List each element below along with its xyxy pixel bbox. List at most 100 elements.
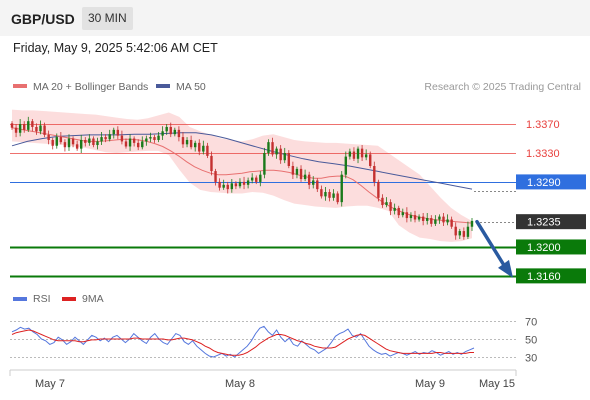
candle [328, 192, 331, 198]
candle [324, 192, 327, 197]
candle [71, 138, 75, 145]
header-bar: GBP/USD 30 MIN [0, 0, 590, 36]
level-label: 1.3330 [526, 148, 560, 160]
candle [426, 218, 429, 221]
level-tag [516, 239, 586, 255]
candle [218, 181, 221, 188]
candle [417, 216, 421, 220]
candle [238, 181, 242, 187]
candle [299, 168, 303, 180]
rsi-ma-legend-swatch [62, 297, 76, 301]
rsi-line [11, 325, 475, 358]
candle [128, 138, 132, 147]
candle [39, 125, 42, 132]
candle [283, 152, 286, 161]
rsi-tick-label: 70 [525, 317, 537, 329]
forecast-arrow [475, 219, 507, 269]
symbol-title: GBP/USD [11, 11, 75, 27]
candle [124, 141, 128, 147]
candle [80, 139, 83, 149]
level-label: 1.3160 [527, 271, 561, 283]
candle [466, 226, 470, 237]
candle [112, 129, 115, 135]
forecast-arrowhead [498, 259, 513, 278]
candle [348, 151, 352, 157]
candle [84, 139, 87, 143]
candle [287, 152, 291, 166]
candle [279, 148, 282, 161]
candle [462, 231, 466, 237]
candle [141, 141, 144, 148]
candle [222, 184, 225, 188]
candle [303, 174, 307, 180]
candle [96, 141, 99, 146]
candle [161, 131, 164, 136]
candle [336, 193, 339, 203]
candle [340, 174, 343, 203]
level-label: 1.3200 [527, 242, 561, 254]
price-panel: 1.3370 1.3330 1.3290 1.3235 1.3200 1.3160 [10, 109, 586, 284]
candle [63, 142, 67, 148]
candle [470, 220, 474, 227]
level-label: 1.3370 [526, 119, 560, 131]
rsi-ma-line [11, 329, 474, 356]
candle [352, 151, 356, 159]
candle [246, 180, 250, 185]
candle [136, 142, 140, 148]
datetime-label: Friday, May 9, 2025 5:42:06 AM CET [13, 41, 218, 55]
candle [405, 212, 409, 219]
candle [291, 166, 295, 175]
candle [275, 148, 278, 155]
candle [263, 152, 266, 175]
candle [120, 135, 124, 142]
candle [364, 154, 368, 158]
candle [88, 138, 91, 143]
candle [267, 142, 270, 153]
candle [59, 137, 63, 143]
level-tag [516, 214, 586, 230]
candle [250, 177, 254, 181]
candle [193, 142, 197, 148]
ma50-line [11, 132, 473, 190]
candle [385, 202, 388, 206]
candle [10, 123, 14, 128]
candle [344, 156, 348, 175]
candle [320, 189, 323, 197]
rsi-tick-label: 50 [525, 335, 537, 347]
candle [259, 174, 262, 182]
candle [43, 125, 46, 135]
candle [132, 138, 136, 143]
candle [373, 166, 376, 182]
candle [413, 215, 417, 220]
rsi-legend-label: RSI [33, 293, 51, 305]
ma20-legend-label: MA 20 + Bollinger Bands [33, 81, 148, 93]
candle [181, 137, 185, 145]
candle [14, 127, 18, 133]
candle [360, 148, 364, 158]
candle [149, 137, 152, 139]
level-label: 1.3235 [527, 217, 561, 229]
rsi-panel: 70 50 30 [10, 317, 537, 365]
rsi-ma-legend-label: 9MA [82, 293, 104, 305]
candle [153, 137, 156, 140]
candle [177, 129, 181, 138]
level-tag [516, 268, 586, 284]
candle [454, 226, 457, 236]
candle [35, 126, 38, 132]
candle [31, 121, 34, 127]
candle [356, 148, 360, 159]
candle [47, 134, 50, 140]
candle [157, 135, 160, 140]
candle [51, 139, 54, 146]
candle [458, 231, 461, 236]
candle [442, 216, 445, 223]
candle [450, 219, 453, 227]
candle [75, 144, 79, 149]
level-tag [516, 174, 586, 190]
candle [202, 145, 205, 152]
timeframe-badge[interactable]: 30 MIN [82, 7, 133, 30]
candle [108, 134, 111, 140]
x-tick-label: May 8 [225, 378, 255, 390]
candle [169, 126, 172, 135]
